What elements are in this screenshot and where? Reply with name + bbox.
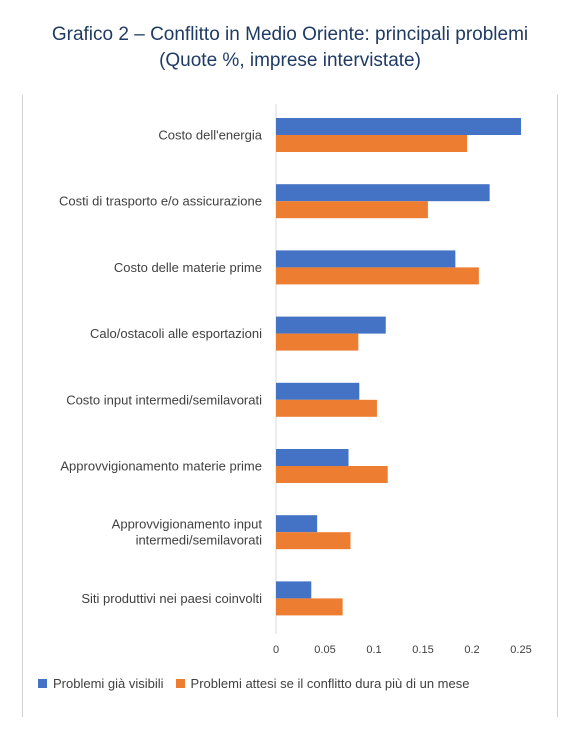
bar-visible-0 [276,118,521,135]
bar-expected-0 [276,135,468,152]
bar-visible-1 [276,184,490,202]
legend-label-expected: Problemi attesi se il conflitto dura più… [190,676,470,691]
category-label-5: Approvvigionamento materie prime [60,459,262,474]
x-tick-label-3: 0.15 [412,644,433,656]
bar-expected-7 [276,598,343,616]
bar-visible-5 [276,449,349,466]
x-tick-label-2: 0.1 [366,644,381,656]
category-label-6-line1: intermedi/semilavorati [136,533,263,548]
legend-item-expected: Problemi attesi se il conflitto dura più… [175,676,470,691]
bar-visible-7 [276,581,312,599]
x-tick-label-5: 0.25 [510,644,531,656]
x-tick-label-0: 0 [273,644,279,656]
chart-subtitle: (Quote %, imprese intervistate) [159,50,421,71]
x-tick-label-4: 0.2 [464,644,479,656]
bar-visible-2 [276,250,456,268]
bar-visible-6 [276,515,318,533]
legend-swatch-expected [175,679,185,688]
bar-expected-4 [276,399,377,417]
x-tick-label-1: 0.05 [314,644,335,656]
category-label-1: Costi di trasporto e/o assicurazione [59,194,262,209]
category-label-0: Costo dell'energia [158,128,262,143]
legend: Problemi già visibili Problemi attesi se… [38,676,481,691]
bar-visible-4 [276,382,360,400]
legend-swatch-visible [38,679,47,688]
category-label-2: Costo delle materie prime [114,260,262,275]
chart-title: Grafico 2 – Conflitto in Medio Oriente: … [51,24,529,45]
category-label-7: Siti produttivi nei paesi coinvolti [81,591,262,606]
frame-right-border [557,95,558,717]
legend-label-visible: Problemi già visibili [53,676,164,691]
frame-left-border [22,95,23,717]
bar-expected-1 [276,201,428,219]
legend-item-visible: Problemi già visibili [38,676,164,691]
bar-expected-6 [276,532,351,550]
category-label-6-line0: Approvvigionamento input [112,517,263,532]
bar-expected-3 [276,333,359,351]
bar-expected-2 [276,267,479,285]
category-label-3: Calo/ostacoli alle esportazioni [90,326,262,341]
category-label-4: Costo input intermedi/semilavorati [66,392,262,407]
bar-visible-3 [276,316,386,334]
bar-expected-5 [276,466,388,483]
